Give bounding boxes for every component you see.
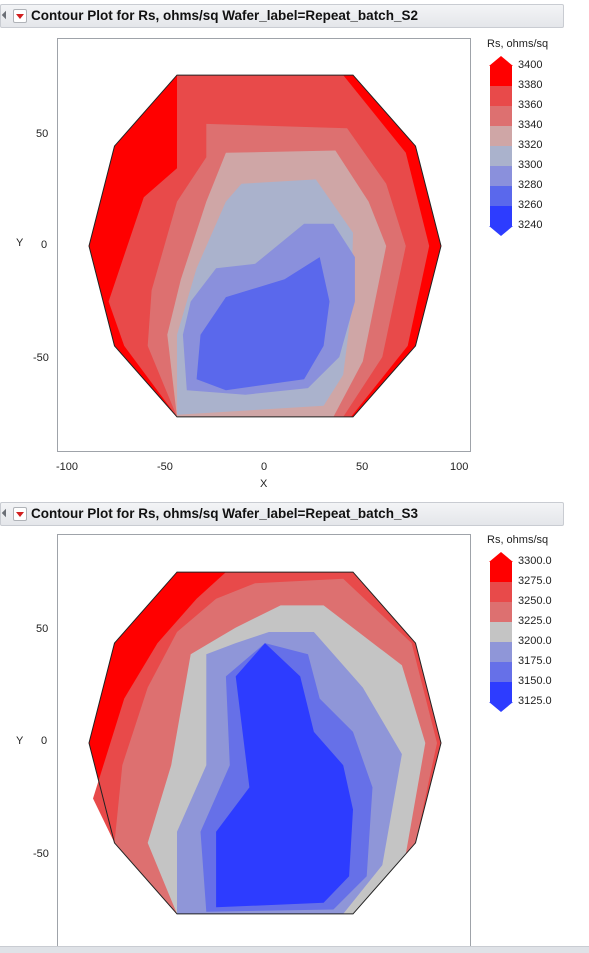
legend-color-swatch: [490, 622, 512, 642]
x-tick-label: -50: [157, 461, 173, 473]
y-tick-label: -50: [33, 848, 49, 860]
legend-level-label: 3400: [518, 59, 543, 71]
legend-color-swatch: [490, 582, 512, 602]
legend-title: Rs, ohms/sq: [487, 534, 549, 546]
y-tick-label: -50: [33, 352, 49, 364]
collapse-triangle-icon[interactable]: [1, 508, 11, 518]
legend-color-swatch: [490, 642, 512, 662]
legend-level-label: 3250.0: [518, 595, 552, 607]
legend-level-label: 3200.0: [518, 635, 552, 647]
legend-level-label: 3260: [518, 199, 543, 211]
legend-level-label: 3300: [518, 159, 543, 171]
collapse-triangle-icon[interactable]: [1, 10, 11, 20]
panel-title: Contour Plot for Rs, ohms/sq Wafer_label…: [31, 8, 418, 23]
legend-color-swatch: [490, 106, 512, 126]
contour-plot-svg[interactable]: [58, 535, 470, 947]
legend-level-label: 3125.0: [518, 695, 552, 707]
y-axis-title: Y: [16, 735, 24, 747]
plot-frame[interactable]: [57, 38, 471, 452]
panel-header: Contour Plot for Rs, ohms/sq Wafer_label…: [0, 502, 564, 526]
plot-frame[interactable]: [57, 534, 471, 948]
y-tick-label: 50: [36, 128, 49, 140]
legend-level-label: 3240: [518, 219, 543, 231]
legend-color-swatch: [490, 206, 512, 226]
legend-top-arrow: [489, 552, 513, 562]
legend-level-label: 3360: [518, 99, 543, 111]
wafer-outline: [88, 571, 442, 915]
legend-level-label: 3175.0: [518, 655, 552, 667]
legend-color-swatch: [490, 66, 512, 86]
legend-title: Rs, ohms/sq: [487, 38, 549, 50]
legend-level-label: 3380: [518, 79, 543, 91]
legend-level-label: 3225.0: [518, 615, 552, 627]
red-triangle-menu-icon[interactable]: [13, 507, 27, 521]
legend-color-swatch: [490, 602, 512, 622]
y-tick-label: 0: [41, 239, 48, 251]
y-tick-label: 50: [36, 623, 49, 635]
x-tick-label: 100: [450, 461, 469, 473]
panel-header: Contour Plot for Rs, ohms/sq Wafer_label…: [0, 4, 564, 28]
legend-color-swatch: [490, 662, 512, 682]
legend-level-label: 3275.0: [518, 575, 552, 587]
legend-level-label: 3300.0: [518, 555, 552, 567]
legend-level-label: 3340: [518, 119, 543, 131]
panel-title: Contour Plot for Rs, ohms/sq Wafer_label…: [31, 506, 418, 521]
contour-band: [216, 643, 353, 908]
legend-top-arrow: [489, 56, 513, 66]
y-axis-title: Y: [16, 237, 24, 249]
x-tick-label: 50: [356, 461, 369, 473]
legend-bottom-arrow: [489, 702, 513, 712]
wafer-outline: [88, 74, 442, 418]
legend-color-swatch: [490, 166, 512, 186]
x-axis-title: X: [260, 478, 268, 490]
contour-band-3400: [196, 257, 330, 391]
legend-color-swatch: [490, 86, 512, 106]
y-tick-label: 0: [41, 735, 48, 747]
legend-color-swatch: [490, 682, 512, 702]
legend-color-swatch: [490, 146, 512, 166]
legend-color-swatch: [490, 562, 512, 582]
legend-level-label: 3150.0: [518, 675, 552, 687]
contour-plot-svg[interactable]: [58, 39, 470, 451]
red-triangle-menu-icon[interactable]: [13, 9, 27, 23]
legend-level-label: 3320: [518, 139, 543, 151]
legend-level-label: 3280: [518, 179, 543, 191]
bottom-scroll-strip: [0, 946, 589, 953]
x-tick-label: 0: [261, 461, 268, 473]
legend-color-swatch: [490, 186, 512, 206]
legend-color-swatch: [490, 126, 512, 146]
x-tick-label: -100: [56, 461, 79, 473]
legend-bottom-arrow: [489, 226, 513, 236]
